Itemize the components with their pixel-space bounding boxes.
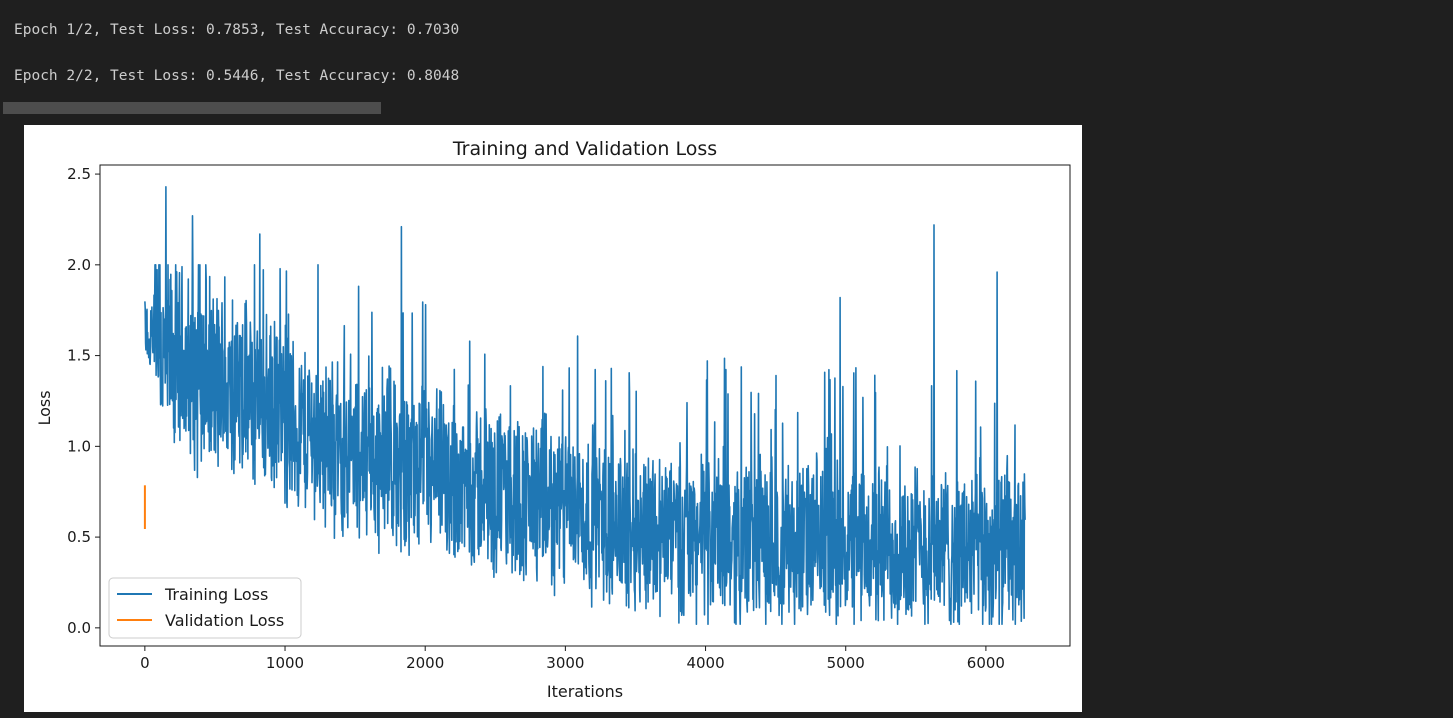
legend: Training Loss Validation Loss [108,577,302,639]
x-tick-label: 2000 [406,654,444,672]
training-loss-line [144,186,1026,625]
epoch-2-output: Epoch 2/2, Test Loss: 0.5446, Test Accur… [14,68,460,84]
y-tick-label: 2.0 [67,256,91,274]
x-tick-label: 3000 [546,654,584,672]
legend-box [108,577,302,639]
y-axis-label: Loss [35,390,54,425]
epoch-1-output: Epoch 1/2, Test Loss: 0.7853, Test Accur… [14,22,460,38]
loss-chart-svg: Training and Validation Loss Iterations … [35,138,1071,701]
x-tick-label: 5000 [827,654,865,672]
loss-chart: Training and Validation Loss Iterations … [24,125,1082,712]
y-tick-label: 1.5 [67,347,91,365]
y-tick-label: 1.0 [67,437,91,455]
y-tick-label: 2.5 [67,165,91,183]
x-tick-label: 6000 [967,654,1005,672]
plot-area [143,186,1026,625]
axis-ticks: 0 1000 2000 3000 4000 5000 6000 0.0 0.5 1.0 1.5 2.0… [67,165,1005,672]
x-tick-label: 4000 [686,654,724,672]
y-tick-label: 0.5 [67,528,91,546]
legend-training-label: Training Loss [164,585,268,604]
chart-title: Training and Validation Loss [452,138,717,160]
x-axis-label: Iterations [547,682,623,701]
legend-validation-label: Validation Loss [165,611,284,630]
x-tick-label: 0 [140,654,150,672]
progress-bar [3,102,381,114]
y-tick-label: 0.0 [67,619,91,637]
axes-frame [99,164,1071,647]
x-tick-label: 1000 [266,654,304,672]
